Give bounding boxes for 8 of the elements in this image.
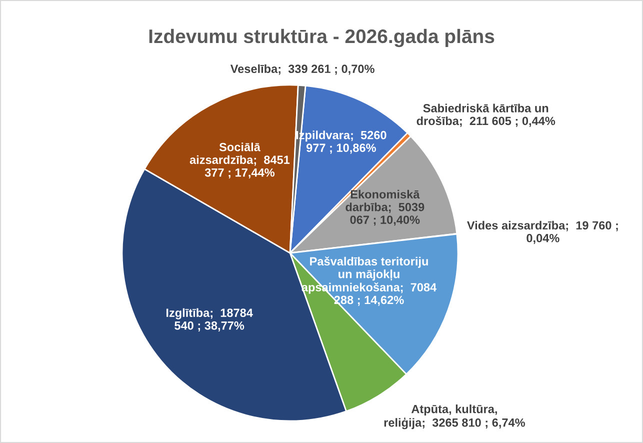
slice-label: Sociālā aizsardzība; 8451 377 ; 17,44%	[190, 142, 290, 178]
slice-label: Sabiedriskā kārtība un drošība; 211 605 ; 0,44%	[416, 104, 556, 127]
chart-title: Izdevumu struktūra - 2026.gada plāns	[149, 28, 494, 48]
slice-label: Atpūta, kultūra, reliģija; 3265 810 ; 6,74%	[384, 404, 526, 430]
slice-label: Ekonomiskā darbība; 5039 067 ; 10,40%	[346, 190, 424, 226]
slice-label: Vides aizsardzība; 19 760 ; 0,04%	[467, 220, 618, 244]
slice-label: Veselība; 339 261 ; 0,70%	[230, 64, 374, 75]
slice-label: Izglītība; 18784 540 ; 38,77%	[166, 308, 253, 332]
